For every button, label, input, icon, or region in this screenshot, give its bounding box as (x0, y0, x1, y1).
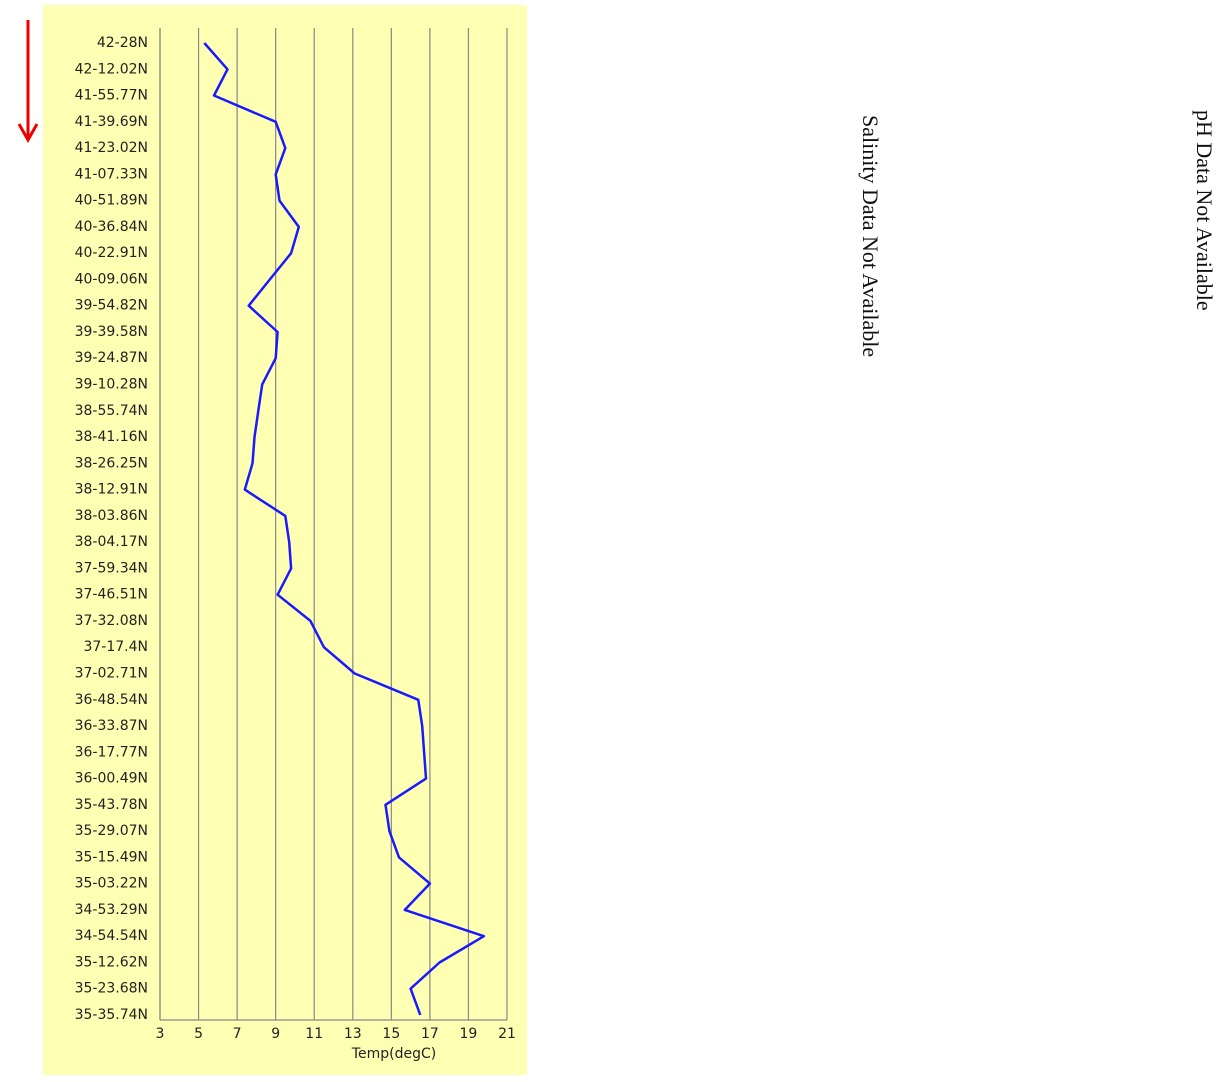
y-tick-label: 39-54.82N (75, 298, 148, 314)
y-tick-label: 34-53.29N (75, 902, 148, 918)
y-tick-label: 36-48.54N (75, 692, 148, 708)
y-tick-label: 36-17.77N (75, 744, 148, 760)
y-tick-label: 40-09.06N (75, 271, 148, 287)
x-axis-label: Temp(degC) (351, 1046, 436, 1062)
annotation: Salinity Data Not Available (858, 115, 883, 357)
y-tick-label: 40-51.89N (75, 193, 148, 209)
x-tick-label: 17 (421, 1026, 439, 1042)
y-tick-label: 35-43.78N (75, 797, 148, 813)
y-tick-label: 40-36.84N (75, 219, 148, 235)
y-tick-label: 38-26.25N (75, 455, 148, 471)
y-tick-label: 41-23.02N (75, 140, 148, 156)
arrow-head (17, 123, 39, 144)
y-tick-label: 39-24.87N (75, 350, 148, 366)
y-tick-label: 42-12.02N (75, 61, 148, 77)
x-tick-label: 9 (271, 1026, 280, 1042)
y-tick-label: 42-28N (97, 35, 148, 51)
y-tick-label: 41-39.69N (75, 114, 148, 130)
y-tick-label: 35-03.22N (75, 876, 148, 892)
y-tick-label: 41-07.33N (75, 166, 148, 182)
x-tick-label: 7 (233, 1026, 242, 1042)
y-tick-label: 37-32.08N (75, 613, 148, 629)
x-tick-label: 11 (305, 1026, 323, 1042)
y-tick-label: 36-00.49N (75, 771, 148, 787)
x-tick-label: 15 (382, 1026, 400, 1042)
y-tick-label: 40-22.91N (75, 245, 148, 261)
y-tick-label: 35-35.74N (75, 1007, 148, 1023)
chart-background (43, 5, 527, 1075)
y-tick-label: 38-41.16N (75, 429, 148, 445)
x-tick-label: 5 (194, 1026, 203, 1042)
annotation: pH Data Not Available (1192, 110, 1217, 311)
x-tick-label: 19 (460, 1026, 478, 1042)
y-tick-label: 41-55.77N (75, 88, 148, 104)
y-tick-label: 38-03.86N (75, 508, 148, 524)
y-tick-label: 34-54.54N (75, 928, 148, 944)
y-tick-label: 38-55.74N (75, 403, 148, 419)
x-tick-label: 3 (156, 1026, 165, 1042)
y-tick-label: 35-12.62N (75, 954, 148, 970)
y-tick-label: 35-15.49N (75, 849, 148, 865)
y-tick-label: 38-12.91N (75, 482, 148, 498)
y-tick-label: 37-17.4N (83, 639, 148, 655)
y-tick-label: 37-59.34N (75, 560, 148, 576)
y-tick-label: 39-10.28N (75, 377, 148, 393)
y-tick-label: 35-29.07N (75, 823, 148, 839)
y-tick-label: 38-04.17N (75, 534, 148, 550)
y-tick-label: 36-33.87N (75, 718, 148, 734)
x-tick-label: 13 (344, 1026, 362, 1042)
y-tick-label: 35-23.68N (75, 981, 148, 997)
x-tick-label: 21 (498, 1026, 516, 1042)
y-tick-label: 37-02.71N (75, 665, 148, 681)
temperature-line (203, 42, 486, 1016)
y-tick-label: 37-46.51N (75, 587, 148, 603)
y-tick-label: 39-39.58N (75, 324, 148, 340)
